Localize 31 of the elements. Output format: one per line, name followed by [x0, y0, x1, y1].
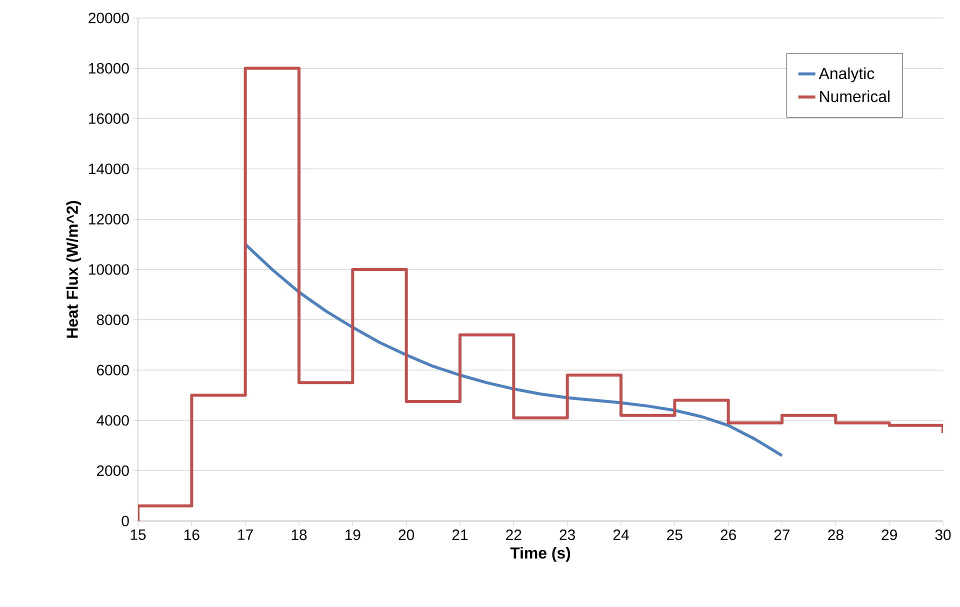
x-tick-label: 15	[130, 530, 146, 540]
y-tick-label: 10000	[89, 264, 129, 275]
x-tick-label: 30	[935, 530, 951, 540]
y-axis-title: Heat Flux (W/m^2)	[66, 200, 82, 338]
y-tick-label: 16000	[89, 113, 129, 124]
x-tick-label: 18	[292, 530, 307, 540]
x-tick-label: 27	[774, 530, 790, 540]
y-tick-label: 18000	[89, 63, 129, 74]
x-tick-label: 26	[720, 530, 736, 540]
y-tick-label: 12000	[89, 214, 129, 224]
x-tick-label: 21	[452, 530, 468, 540]
legend-label: Analytic	[818, 67, 874, 82]
x-tick-label: 16	[184, 530, 200, 540]
x-axis-title: Time (s)	[510, 546, 570, 562]
y-tick-label: 4000	[96, 415, 129, 426]
x-tick-label: 29	[882, 530, 897, 540]
x-tick-label: 24	[613, 530, 629, 540]
y-tick-label: 20000	[88, 12, 129, 24]
x-tick-label: 17	[238, 530, 253, 540]
y-tick-label: 14000	[89, 164, 129, 174]
y-tick-label: 2000	[96, 465, 129, 476]
y-tick-label: 6000	[97, 364, 129, 376]
x-tick-label: 19	[346, 530, 360, 540]
y-tick-label: 8000	[96, 314, 129, 326]
legend-label: Numerical	[820, 90, 890, 102]
x-tick-label: 23	[560, 530, 575, 540]
x-tick-label: 28	[828, 530, 844, 540]
x-tick-label: 22	[506, 530, 522, 540]
x-tick-label: 25	[667, 530, 682, 540]
y-tick-label: 0	[122, 516, 129, 526]
x-tick-label: 20	[398, 530, 414, 540]
